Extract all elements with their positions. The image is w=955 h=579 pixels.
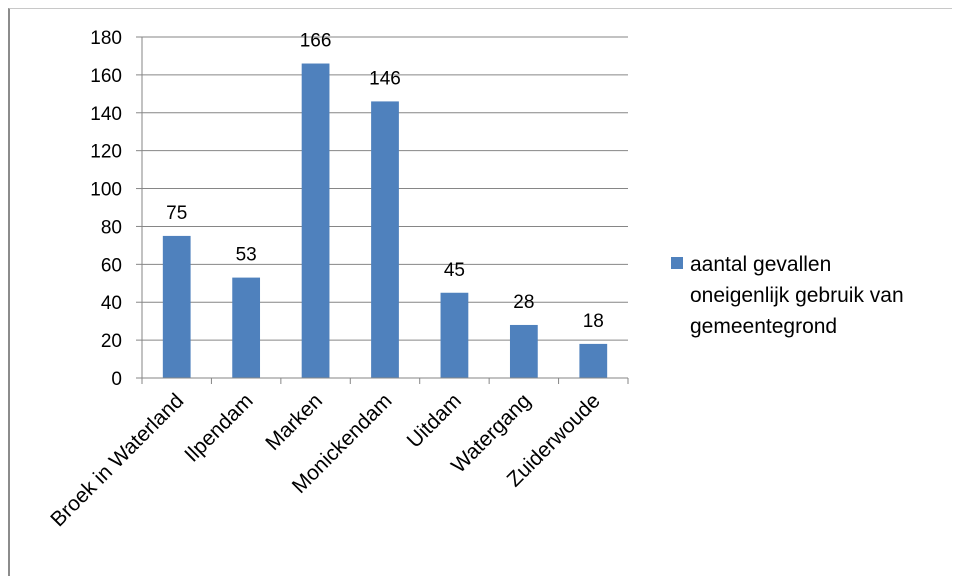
bar xyxy=(509,324,538,378)
legend-line-1: aantal gevallen xyxy=(690,253,831,276)
chart-frame xyxy=(8,8,952,576)
y-tick-label: 0 xyxy=(111,369,122,390)
data-label: 45 xyxy=(444,260,465,281)
category-label: Marken xyxy=(261,389,327,455)
y-tick-label: 180 xyxy=(90,28,122,49)
bar xyxy=(371,101,399,379)
bars xyxy=(162,63,608,379)
data-label: 28 xyxy=(513,292,534,313)
legend: aantal gevallen oneigenlijk gebruik van … xyxy=(671,253,904,338)
data-labels: 75 53 166 146 45 28 18 xyxy=(166,31,604,332)
category-label: Uitdam xyxy=(403,389,466,452)
y-tick-label: 100 xyxy=(90,180,122,201)
data-label: 53 xyxy=(236,245,257,266)
legend-swatch xyxy=(671,257,683,269)
y-tick-label: 60 xyxy=(101,255,122,276)
y-axis-tick-labels: 0 20 40 60 80 100 120 140 160 180 xyxy=(90,28,122,390)
data-label: 75 xyxy=(166,203,187,224)
y-tick-label: 80 xyxy=(101,217,122,238)
bar xyxy=(579,343,608,378)
bar xyxy=(440,292,469,378)
bar xyxy=(162,235,191,378)
y-tick-label: 120 xyxy=(90,142,122,163)
bar xyxy=(232,277,261,378)
legend-line-2: oneigenlijk gebruik van xyxy=(690,284,904,307)
bar xyxy=(301,63,330,379)
y-tick-label: 140 xyxy=(90,104,122,125)
legend-line-3: gemeentegrond xyxy=(690,315,837,338)
axes xyxy=(136,36,629,384)
data-label: 166 xyxy=(300,31,332,52)
category-label: Broek in Waterland xyxy=(46,389,188,531)
y-tick-label: 20 xyxy=(101,331,122,352)
y-tick-label: 160 xyxy=(90,66,122,87)
data-label: 146 xyxy=(369,68,401,89)
category-label: Ilpendam xyxy=(180,389,257,466)
data-label: 18 xyxy=(583,311,604,332)
y-tick-label: 40 xyxy=(101,293,122,314)
